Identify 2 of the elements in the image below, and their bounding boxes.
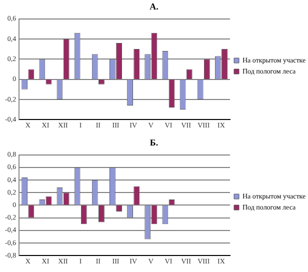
chart-title: А. bbox=[150, 2, 158, 12]
chart-title: Б. bbox=[150, 138, 158, 148]
